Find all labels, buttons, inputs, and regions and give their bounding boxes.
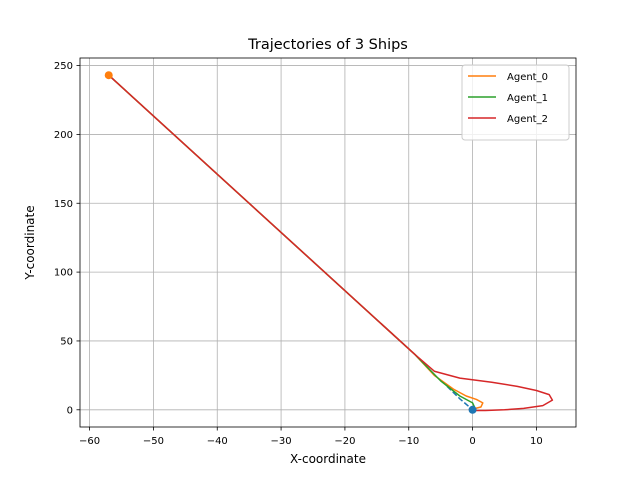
legend: Agent_0 Agent_1 Agent_2 [461,64,570,141]
y-tick-label: 100 [54,268,73,279]
x-tick-label: −10 [398,436,419,447]
y-tick-label: 200 [54,130,73,141]
x-tick-label: −60 [79,436,100,447]
y-tick-label: 250 [54,61,73,72]
x-tick-label: −40 [207,436,228,447]
x-tick-label: 10 [530,436,543,447]
chart-title: Trajectories of 3 Ships [247,37,408,53]
axes-frame [79,57,577,428]
legend-label-agent_2: Agent_2 [507,114,548,125]
y-axis-label: Y-coordinate [23,205,37,280]
series-line-agent_2 [107,74,554,412]
x-tick-label: −50 [143,436,164,447]
x-tick-label: 0 [469,436,475,447]
legend-box [461,64,570,141]
x-tick-label: −30 [271,436,292,447]
point-marker-1 [468,405,477,414]
y-tick-label: 150 [54,199,73,210]
x-axis-label: X-coordinate [290,452,366,466]
x-tick-label: −20 [334,436,355,447]
legend-label-agent_0: Agent_0 [507,72,548,83]
legend-label-agent_1: Agent_1 [507,93,548,104]
y-tick-label: 50 [60,336,73,347]
y-tick-label: 0 [67,405,73,416]
point-marker-0 [104,71,113,80]
legend-items: Agent_0 Agent_1 Agent_2 [468,72,548,125]
